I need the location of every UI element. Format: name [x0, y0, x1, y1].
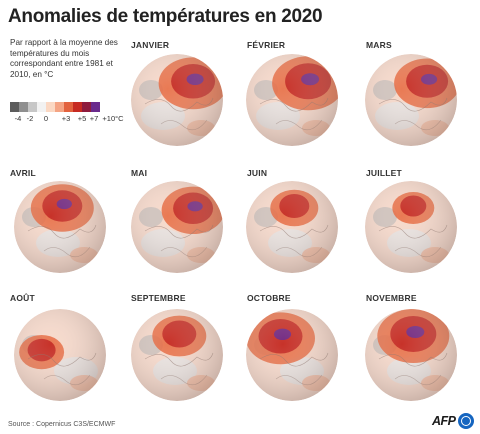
globe-map-février	[246, 54, 338, 146]
afp-logo: AFP	[432, 413, 474, 429]
legend-swatch	[82, 102, 91, 112]
globe-map-avril	[14, 181, 106, 273]
month-label: JUIN	[247, 168, 268, 178]
legend-tick-label: +10°C	[102, 114, 124, 123]
color-legend: -4 -2 0 +3 +5 +7 +10°C	[10, 102, 124, 124]
month-label: NOVEMBRE	[366, 293, 417, 303]
legend-description: Par rapport à la moyenne des température…	[10, 38, 118, 79]
globe-map-mars	[365, 54, 457, 146]
legend-swatch	[28, 102, 37, 112]
legend-tick-label: -4	[14, 114, 22, 123]
legend-swatch	[46, 102, 55, 112]
globe-shading	[131, 309, 223, 401]
legend-tick-label: +7	[89, 114, 99, 123]
month-label: SEPTEMBRE	[131, 293, 186, 303]
legend-swatch	[64, 102, 73, 112]
month-label: JUILLET	[366, 168, 402, 178]
legend-swatch	[91, 102, 100, 112]
afp-logo-icon	[457, 413, 474, 429]
globe-map-novembre	[365, 309, 457, 401]
afp-logo-text: AFP	[432, 414, 456, 428]
month-label: AOÛT	[10, 293, 35, 303]
month-label: MAI	[131, 168, 148, 178]
globe-shading	[246, 54, 338, 146]
globe-shading	[131, 54, 223, 146]
globe-map-août	[14, 309, 106, 401]
globe-shading	[246, 309, 338, 401]
globe-shading	[14, 309, 106, 401]
globe-map-mai	[131, 181, 223, 273]
month-label: AVRIL	[10, 168, 36, 178]
globe-map-juin	[246, 181, 338, 273]
legend-ticks: -4 -2 0 +3 +5 +7 +10°C	[10, 112, 124, 124]
month-label: FÉVRIER	[247, 40, 286, 50]
legend-tick-label: 0	[43, 114, 49, 123]
legend-swatch	[73, 102, 82, 112]
legend-color-scale	[10, 102, 122, 112]
legend-tick-label: +3	[61, 114, 71, 123]
source-credit: Source : Copernicus C3S/ECMWF	[8, 421, 116, 428]
globe-shading	[365, 309, 457, 401]
month-label: MARS	[366, 40, 392, 50]
legend-tick-label: -2	[26, 114, 34, 123]
globe-shading	[365, 54, 457, 146]
globe-map-janvier	[131, 54, 223, 146]
legend-swatch	[10, 102, 19, 112]
legend-tick-label: +5	[77, 114, 87, 123]
globe-map-juillet	[365, 181, 457, 273]
legend-swatch	[19, 102, 28, 112]
globe-shading	[14, 181, 106, 273]
globe-shading	[246, 181, 338, 273]
legend-swatch	[55, 102, 64, 112]
globe-shading	[365, 181, 457, 273]
page-title: Anomalies de températures en 2020	[8, 6, 323, 27]
legend-swatch	[37, 102, 46, 112]
globe-map-septembre	[131, 309, 223, 401]
globe-shading	[131, 181, 223, 273]
globe-map-octobre	[246, 309, 338, 401]
month-label: OCTOBRE	[247, 293, 291, 303]
month-label: JANVIER	[131, 40, 170, 50]
